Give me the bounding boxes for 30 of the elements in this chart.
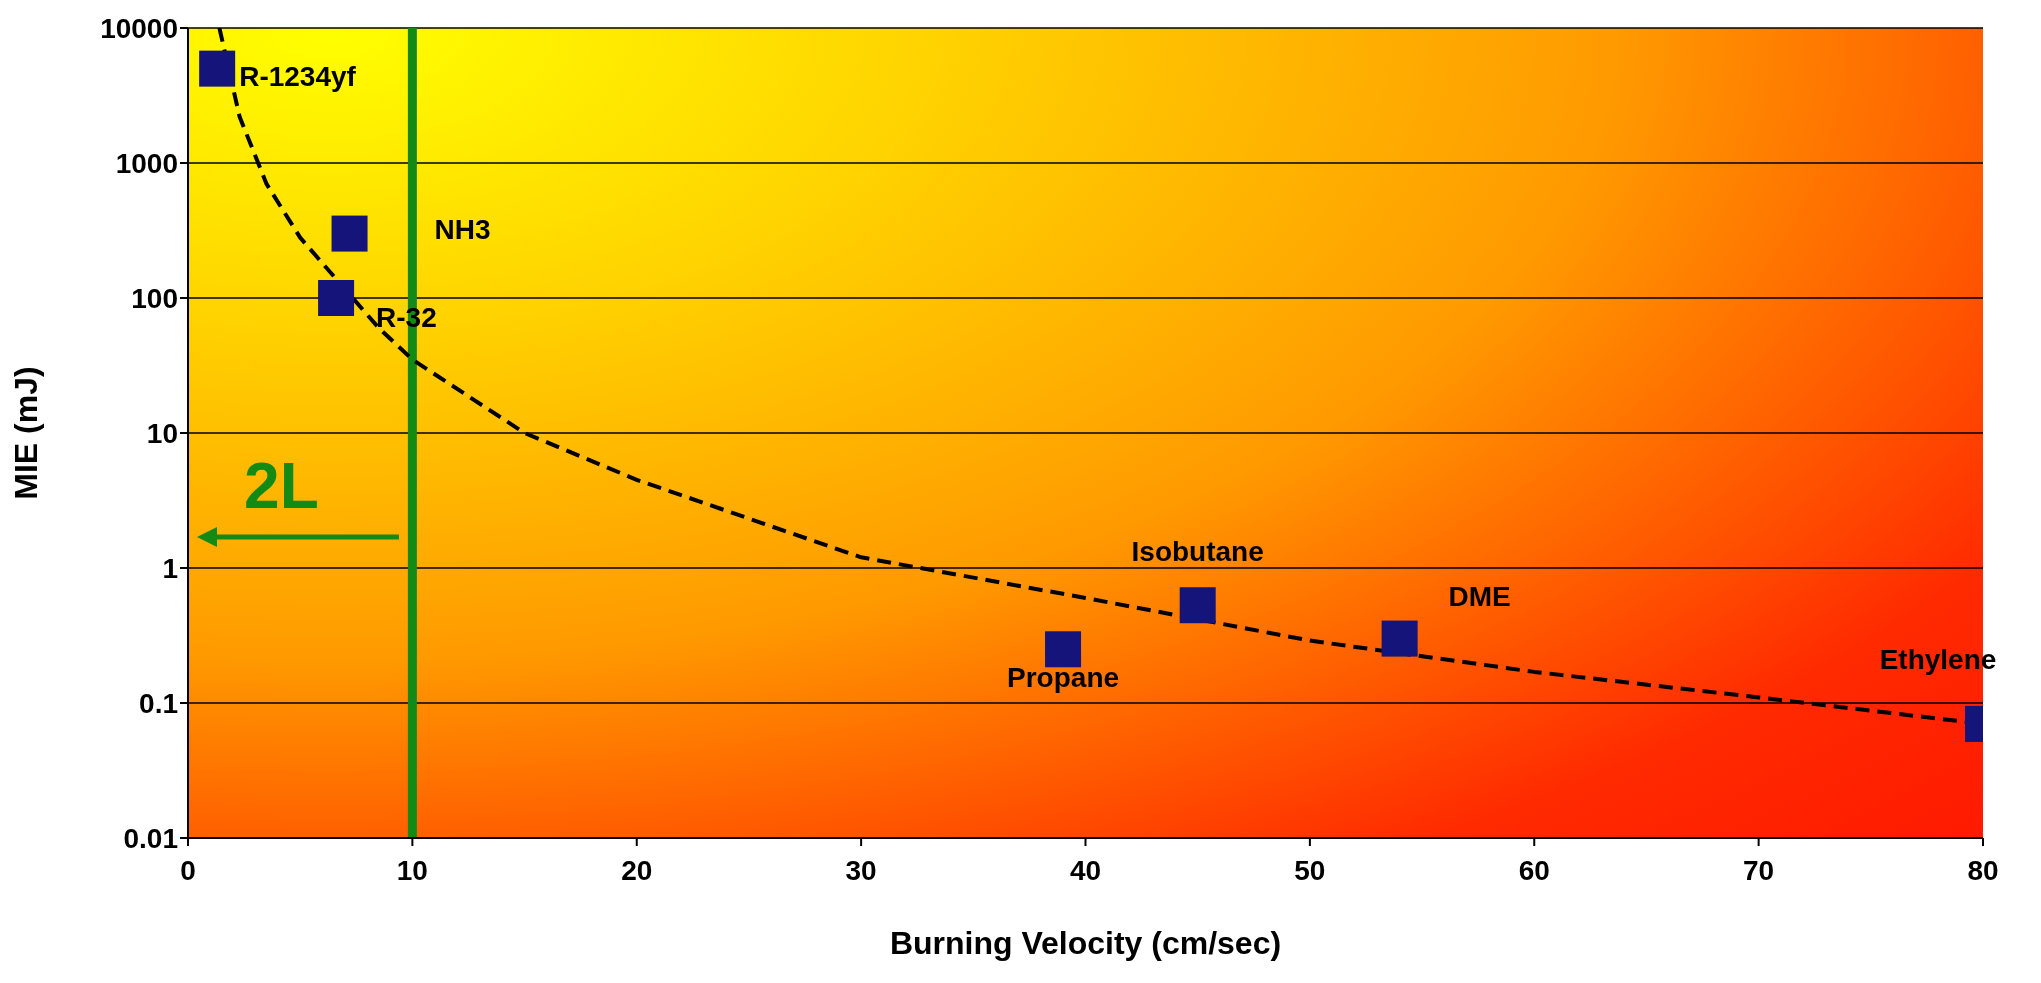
y-axis-title: MIE (mJ) <box>8 366 45 500</box>
y-tick-label: 1000 <box>115 147 178 179</box>
x-tick-label: 50 <box>1294 854 1326 886</box>
y-tick-label: 1 <box>162 552 178 584</box>
series-label: DME <box>1448 580 1511 612</box>
point <box>1179 587 1216 624</box>
series-label: Propane <box>1007 661 1120 693</box>
point <box>1381 620 1418 657</box>
x-tick-label: 10 <box>396 854 428 886</box>
point <box>1045 631 1082 668</box>
point <box>331 215 368 252</box>
x-tick-label: 20 <box>621 854 653 886</box>
y-tick-label: 100 <box>131 282 178 314</box>
y-tick-label: 10 <box>146 417 178 449</box>
x-tick-label: 0 <box>180 854 196 886</box>
series-label: R-1234yf <box>239 61 357 93</box>
y-tick-label: 0.1 <box>139 687 178 719</box>
y-tick-label: 10000 <box>100 12 178 44</box>
point <box>318 280 355 316</box>
annotation: 2L <box>244 449 319 522</box>
series-label: Isobutane <box>1131 535 1264 567</box>
x-tick-label: 60 <box>1518 854 1550 886</box>
point <box>199 50 236 87</box>
x-tick-label: 40 <box>1069 854 1102 886</box>
text: NH3 <box>434 213 491 245</box>
x-tick-label: 70 <box>1743 854 1775 886</box>
x-axis-title: Burning Velocity (cm/sec) <box>889 925 1282 961</box>
y-tick-label: 0.01 <box>123 822 178 854</box>
x-tick-label: 80 <box>1967 854 1999 886</box>
x-tick-label: 30 <box>845 854 877 886</box>
